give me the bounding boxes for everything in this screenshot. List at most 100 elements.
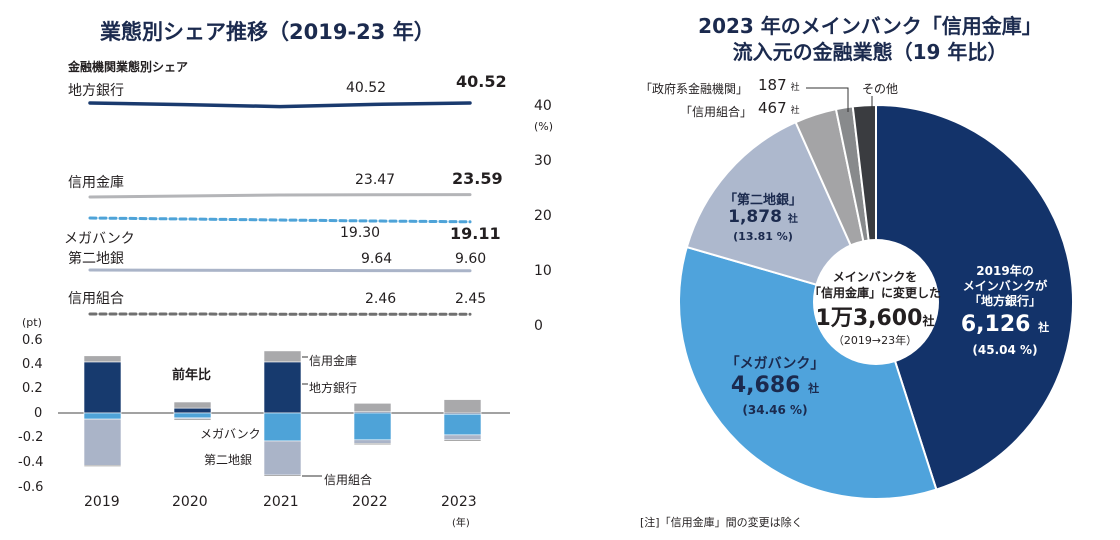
leader-seifu [806, 87, 849, 112]
yoy-bar-2023-1 [443, 399, 482, 414]
pie-center-total: 1万3,600社 [790, 300, 960, 332]
line-label-chigin: 地方銀行 [68, 83, 124, 99]
share-axis-tick-10: 10 [534, 263, 552, 279]
yoy-bar-2019-3 [83, 418, 122, 466]
slice-seifu-count-unit: 社 [790, 83, 800, 93]
yoy-label-daini: 第二地銀 [204, 453, 253, 467]
left-chart-title: 業態別シェア推移（2019-23 年） [100, 20, 435, 44]
yoy-xtick-2021: 2021 [263, 494, 299, 510]
line-value-2019-daini: 9.64 [361, 251, 393, 267]
yoy-xtick-2022: 2022 [352, 494, 388, 510]
pie-center-number: 1万3,600 [815, 306, 923, 331]
line-value-2023-mega: 19.11 [450, 224, 501, 243]
pie-slice-2 [685, 120, 878, 304]
slice-chigin-count-unit: 社 [1038, 321, 1050, 334]
line-value-2023-chigin: 40.52 [456, 72, 507, 91]
yoy-bar-2019-1 [83, 355, 122, 363]
yoy-xtick-2019: 2019 [84, 494, 120, 510]
yoy-tick-0: 0 [34, 406, 43, 421]
slice-mega-pct: (34.46 %) [742, 403, 808, 417]
slice-daini-count-unit: 社 [787, 214, 798, 225]
pie-slice-0 [875, 103, 1074, 491]
yoy-bar-2020-4 [173, 418, 212, 421]
line-label-daini: 第二地銀 [68, 251, 124, 267]
slice-seifu-label: 「政府系金融機関」 [640, 82, 749, 96]
yoy-label-kumiai: 信用組合 [324, 473, 373, 487]
share-subtitle: 金融機関業態別シェア [68, 60, 189, 74]
slice-kumiai-count-num: 467 [758, 99, 787, 117]
yoy-tick-0.2: 0.2 [22, 381, 43, 396]
slice-other-label: その他 [862, 82, 899, 96]
yoy-x-unit: (年) [452, 518, 470, 529]
yoy-bar-2021-0 [263, 361, 302, 414]
slice-daini-count: 1,878 社 [718, 207, 808, 227]
slice-mega-count-unit: 社 [808, 382, 820, 395]
yoy-bar-2023-4 [443, 439, 482, 442]
yoy-bar-2021-2 [263, 412, 302, 442]
slice-seifu-count: 187 社 [758, 76, 800, 94]
line-value-2023-kumiai: 2.45 [455, 291, 487, 307]
slice-kumiai-label: 「信用組合」 [680, 105, 753, 119]
yoy-tick-neg0.6: -0.6 [18, 480, 44, 495]
share-line-2 [88, 216, 472, 224]
share-axis-tick-0: 0 [534, 318, 543, 334]
yoy-label-shinkin: 信用金庫 [309, 354, 358, 368]
share-axis-tick-40: 40 [534, 98, 552, 114]
yoy-label-chigin: 地方銀行 [309, 381, 358, 395]
pie-note: [注]「信用金庫」間の変更は除く [640, 516, 803, 529]
slice-mega-l1: 「メガバンク」 [725, 356, 825, 372]
yoy-xtick-2020: 2020 [172, 494, 208, 510]
yoy-bar-2022-1 [353, 402, 392, 413]
slice-mega-count-num: 4,686 [730, 373, 801, 398]
yoy-xtick-2023: 2023 [441, 494, 477, 510]
line-label-mega: メガバンク [64, 231, 135, 247]
slice-chigin-l3: 「地方銀行」 [968, 294, 1041, 308]
pie-center-line2: 「信用金庫」に変更した [808, 286, 941, 300]
slice-daini-count-num: 1,878 [728, 207, 782, 227]
pie-title-line1: 2023 年のメインバンク「信用金庫」 [698, 14, 1042, 38]
line-value-2023-daini: 9.60 [455, 251, 487, 267]
slice-chigin-l2: メインバンクが [962, 279, 1048, 293]
slice-kumiai-count-unit: 社 [790, 106, 800, 116]
pie-center-hole [813, 239, 939, 365]
share-axis-unit: (%) [534, 120, 554, 133]
share-axis-tick-30: 30 [534, 153, 552, 169]
yoy-tick-neg0.4: -0.4 [18, 455, 44, 470]
yoy-bar-2021-1 [263, 350, 302, 363]
line-label-kumiai: 信用組合 [68, 291, 124, 307]
pie-center-line1: メインバンクを [832, 270, 918, 284]
slice-chigin-l1: 2019年の [976, 264, 1034, 278]
share-line-1 [88, 193, 472, 199]
yoy-bar-2020-1 [173, 401, 212, 409]
line-value-2023-shinkin: 23.59 [452, 169, 503, 188]
pie-title-line2: 流入元の金融業態（19 年比） [732, 40, 1008, 64]
slice-chigin-count: 6,126 社 [950, 312, 1060, 337]
yoy-bar-2019-4 [83, 464, 122, 467]
slice-chigin-count-num: 6,126 [960, 312, 1031, 337]
slice-daini-pct: (13.81 %) [733, 230, 793, 243]
slice-daini-l1: 「第二地銀」 [723, 193, 802, 208]
yoy-bar-2022-2 [353, 412, 392, 441]
yoy-tick-neg0.2: -0.2 [18, 430, 44, 445]
slice-mega-count: 4,686 社 [720, 373, 830, 398]
line-label-shinkin: 信用金庫 [68, 175, 124, 191]
share-line-3 [88, 268, 472, 273]
share-axis-tick-20: 20 [534, 208, 552, 224]
slice-chigin-pct: (45.04 %) [972, 343, 1038, 357]
line-value-2019-chigin: 40.52 [346, 80, 387, 96]
line-value-2019-kumiai: 2.46 [365, 291, 397, 307]
share-line-0 [88, 101, 472, 109]
yoy-tick-0.4: 0.4 [22, 357, 43, 372]
line-value-2019-mega: 19.30 [340, 225, 381, 241]
yoy-bar-2021-4 [263, 474, 302, 477]
yoy-label-mega: メガバンク [200, 427, 261, 441]
slice-seifu-count-num: 187 [758, 76, 787, 94]
yoy-chart-title: 前年比 [172, 368, 212, 383]
line-value-2019-shinkin: 23.47 [355, 172, 396, 188]
yoy-bar-2021-3 [263, 440, 302, 476]
pie-center-period: （2019→23年） [832, 334, 918, 347]
yoy-axis-unit: (pt) [22, 316, 42, 329]
pie-center-unit: 社 [922, 314, 935, 328]
